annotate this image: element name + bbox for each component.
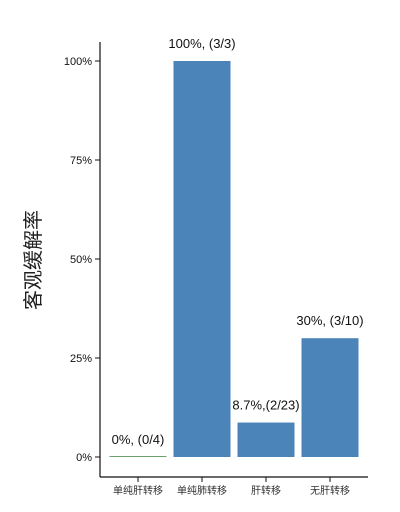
bar xyxy=(109,456,167,457)
data-label: 100%, (3/3) xyxy=(168,36,235,51)
x-category-label: 无肝转移 xyxy=(310,484,350,497)
category-labels: 单纯肝转移 单纯肺转移 肝转移 无肝转移 xyxy=(113,477,350,497)
bar xyxy=(173,61,231,457)
y-axis-title: 客观缓解率 xyxy=(21,210,45,310)
y-tick-label: 100% xyxy=(64,56,92,68)
x-category-label: 单纯肺转移 xyxy=(177,484,227,497)
data-label: 8.7%,(2/23) xyxy=(232,398,299,413)
data-label: 0%, (0/4) xyxy=(112,432,165,447)
x-category-label: 肝转移 xyxy=(251,484,281,497)
bar xyxy=(237,422,295,457)
y-ticks: 0% 25% 50% 75% 100% xyxy=(64,56,100,464)
data-label: 30%, (3/10) xyxy=(296,313,363,328)
bars xyxy=(109,61,359,457)
y-tick-label: 50% xyxy=(70,254,92,266)
x-category-label: 单纯肝转移 xyxy=(113,484,163,497)
y-tick-label: 0% xyxy=(76,452,92,464)
bar xyxy=(301,338,359,457)
data-labels: 0%, (0/4) 100%, (3/3) 8.7%,(2/23) 30%, (3/1… xyxy=(112,36,364,447)
y-tick-label: 75% xyxy=(70,155,92,167)
y-tick-label: 25% xyxy=(70,353,92,365)
